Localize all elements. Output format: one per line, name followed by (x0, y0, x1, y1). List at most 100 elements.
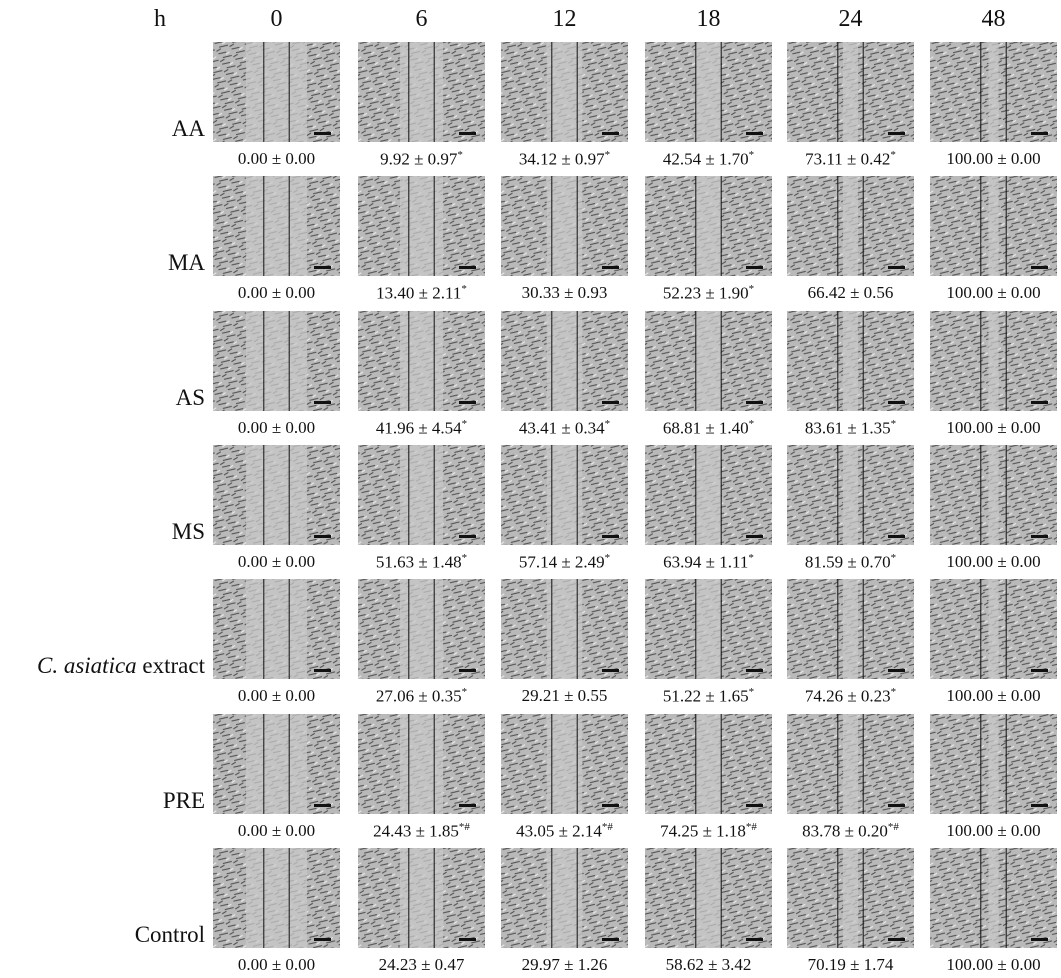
value-text: 43.05 ± 2.14 (516, 821, 602, 840)
micrograph (358, 848, 485, 948)
value-text: 43.41 ± 0.34 (519, 418, 605, 437)
row-label: AA (0, 116, 205, 142)
image-detail (314, 401, 331, 404)
value-text: 30.33 ± 0.93 (522, 283, 608, 302)
value-text: 42.54 ± 1.70 (663, 150, 749, 169)
image-detail (459, 938, 476, 941)
value-text: 70.19 ± 1.74 (808, 955, 894, 974)
image-detail (602, 535, 619, 538)
closure-value: 83.78 ± 0.20*# (779, 821, 922, 842)
image-detail (246, 445, 307, 545)
image-detail (602, 669, 619, 672)
image-detail (746, 401, 763, 404)
image-detail (888, 669, 905, 672)
micrograph (358, 445, 485, 545)
micrograph (787, 714, 914, 814)
image-detail (400, 42, 443, 142)
image-detail (888, 132, 905, 135)
image-detail (843, 848, 858, 948)
row-label-italic: C. asiatica (37, 653, 137, 678)
value-text: 13.40 ± 2.11 (376, 284, 461, 303)
image-detail (400, 848, 443, 948)
value-text: 24.43 ± 1.85 (373, 821, 459, 840)
time-header: 12 (501, 6, 628, 33)
micrograph (213, 848, 340, 948)
image-detail (988, 579, 998, 679)
image-detail (696, 42, 721, 142)
image-detail (459, 804, 476, 807)
closure-value: 43.41 ± 0.34* (493, 418, 636, 439)
image-detail (314, 266, 331, 269)
significance-mark: * (748, 552, 754, 564)
image-detail (746, 804, 763, 807)
closure-value: 0.00 ± 0.00 (205, 418, 348, 438)
image-detail (888, 938, 905, 941)
micrograph (930, 579, 1057, 679)
value-text: 27.06 ± 0.35 (376, 687, 462, 706)
micrograph (501, 714, 628, 814)
image-detail (843, 714, 858, 814)
image-detail (314, 535, 331, 538)
image-detail (746, 266, 763, 269)
value-text: 0.00 ± 0.00 (238, 418, 315, 437)
image-detail (314, 669, 331, 672)
significance-mark: * (462, 552, 468, 564)
image-detail (314, 804, 331, 807)
closure-value: 0.00 ± 0.00 (205, 552, 348, 572)
image-detail (246, 579, 307, 679)
micrograph (501, 42, 628, 142)
micrograph (787, 579, 914, 679)
micrograph (930, 445, 1057, 545)
corner-label: h (120, 6, 200, 33)
value-text: 29.21 ± 0.55 (522, 686, 608, 705)
row-label: C. asiatica extract (0, 653, 205, 679)
closure-value: 58.62 ± 3.42 (637, 955, 780, 975)
closure-value: 74.25 ± 1.18*# (637, 821, 780, 842)
closure-value: 66.42 ± 0.56 (779, 283, 922, 303)
image-detail (888, 266, 905, 269)
image-detail (314, 938, 331, 941)
image-detail (400, 311, 443, 411)
image-detail (843, 42, 858, 142)
significance-mark: * (461, 283, 467, 295)
micrograph (645, 445, 772, 545)
image-detail (1031, 938, 1048, 941)
image-detail (888, 804, 905, 807)
micrograph (213, 579, 340, 679)
closure-value: 43.05 ± 2.14*# (493, 821, 636, 842)
value-text: 83.61 ± 1.35 (805, 418, 891, 437)
micrograph (213, 311, 340, 411)
significance-mark: * (749, 283, 755, 295)
significance-mark: *# (746, 821, 757, 833)
micrograph (645, 176, 772, 276)
value-text: 66.42 ± 0.56 (808, 283, 894, 302)
row-label-text: extract (142, 653, 205, 678)
image-detail (602, 266, 619, 269)
micrograph (358, 714, 485, 814)
value-text: 0.00 ± 0.00 (238, 821, 315, 840)
significance-mark: * (890, 149, 896, 161)
image-detail (888, 401, 905, 404)
value-text: 74.26 ± 0.23 (805, 687, 891, 706)
row-label-text: MA (168, 250, 205, 275)
micrograph (787, 445, 914, 545)
image-detail (746, 535, 763, 538)
significance-mark: * (605, 149, 611, 161)
figure: h0612182448AA0.00 ± 0.009.92 ± 0.97*34.1… (0, 0, 1061, 978)
value-text: 34.12 ± 0.97 (519, 150, 605, 169)
closure-value: 100.00 ± 0.00 (922, 149, 1061, 169)
closure-value: 73.11 ± 0.42* (779, 149, 922, 170)
image-detail (459, 401, 476, 404)
image-detail (696, 579, 721, 679)
significance-mark: * (749, 686, 755, 698)
image-detail (602, 804, 619, 807)
value-text: 0.00 ± 0.00 (238, 686, 315, 705)
value-text: 0.00 ± 0.00 (238, 552, 315, 571)
micrograph (787, 311, 914, 411)
micrograph (930, 848, 1057, 948)
closure-value: 30.33 ± 0.93 (493, 283, 636, 303)
closure-value: 70.19 ± 1.74 (779, 955, 922, 975)
value-text: 74.25 ± 1.18 (660, 821, 746, 840)
closure-value: 100.00 ± 0.00 (922, 686, 1061, 706)
value-text: 0.00 ± 0.00 (238, 955, 315, 974)
